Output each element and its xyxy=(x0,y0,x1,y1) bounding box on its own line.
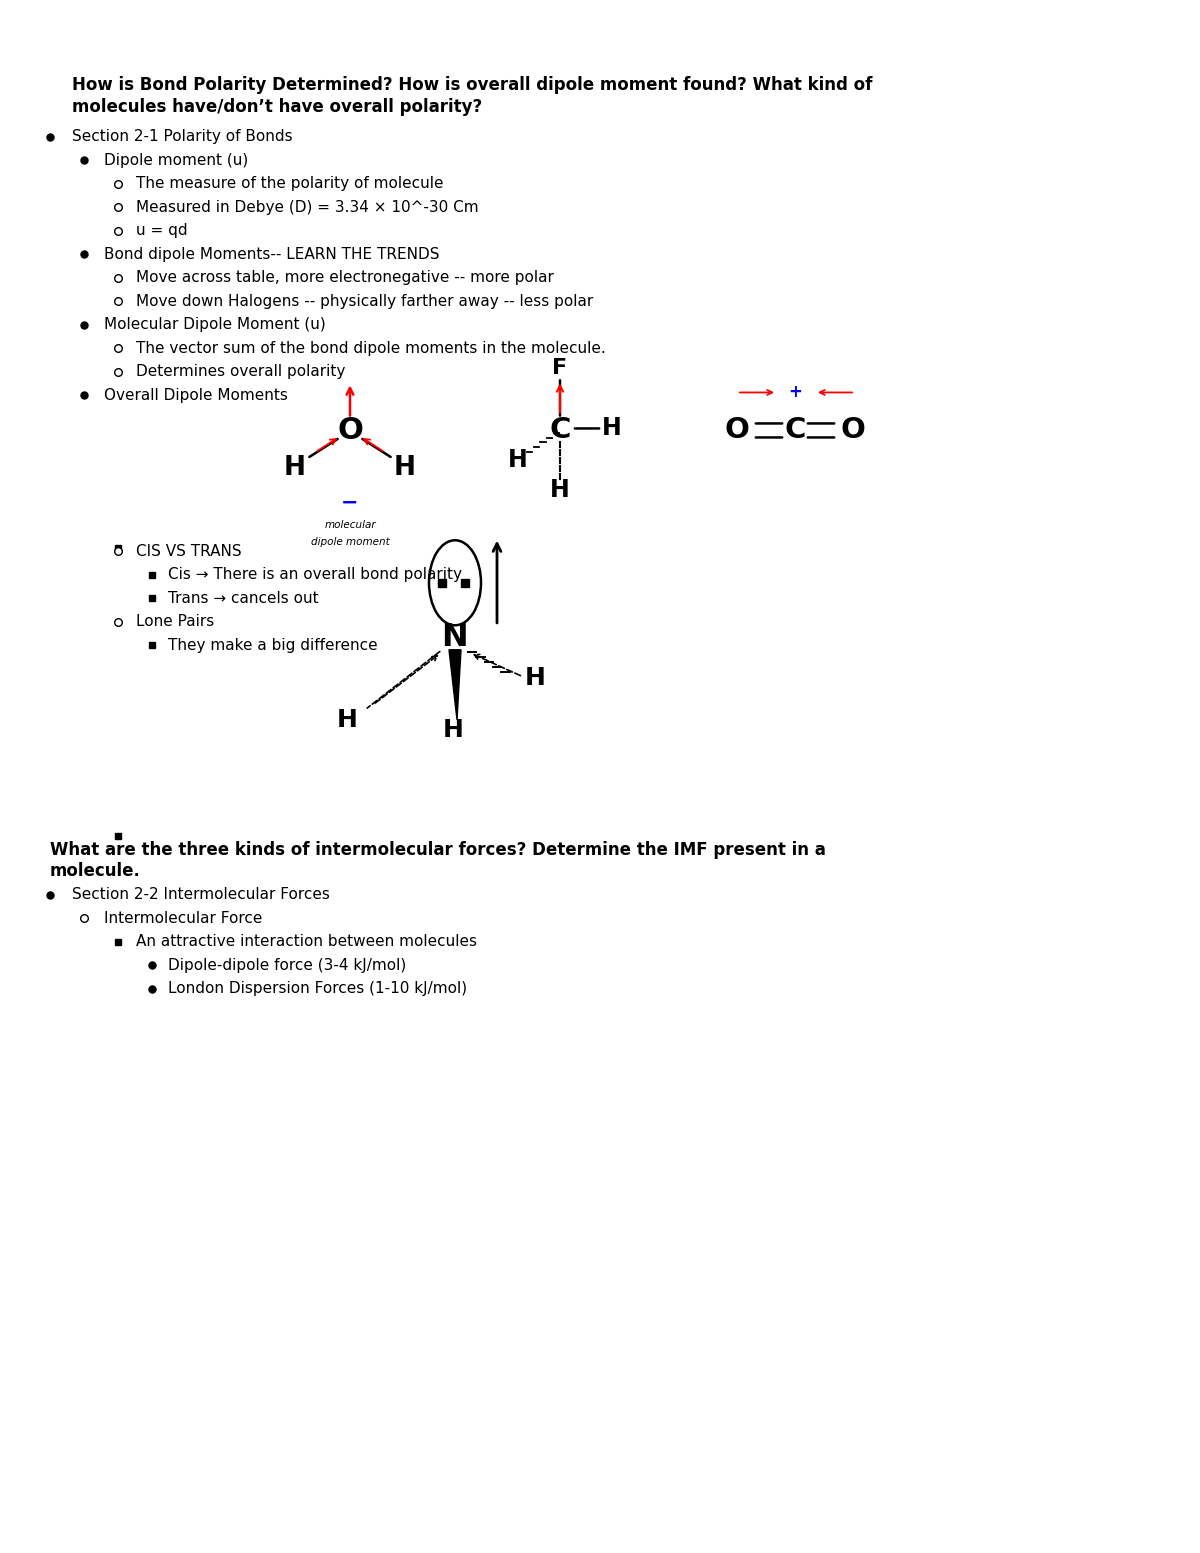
Text: They make a big difference: They make a big difference xyxy=(168,638,378,652)
Text: An attractive interaction between molecules: An attractive interaction between molecu… xyxy=(136,933,478,949)
Text: Lone Pairs: Lone Pairs xyxy=(136,615,215,629)
Text: Move across table, more electronegative -- more polar: Move across table, more electronegative … xyxy=(136,270,554,286)
Text: What are the three kinds of intermolecular forces? Determine the IMF present in : What are the three kinds of intermolecul… xyxy=(50,840,826,859)
Text: N: N xyxy=(442,623,468,654)
Text: Determines overall polarity: Determines overall polarity xyxy=(136,365,346,379)
Text: CIS VS TRANS: CIS VS TRANS xyxy=(136,544,241,559)
Text: Dipole-dipole force (3-4 kJ/mol): Dipole-dipole force (3-4 kJ/mol) xyxy=(168,958,407,972)
Text: Overall Dipole Moments: Overall Dipole Moments xyxy=(104,388,288,402)
Text: O: O xyxy=(725,416,750,444)
Text: Bond dipole Moments-- LEARN THE TRENDS: Bond dipole Moments-- LEARN THE TRENDS xyxy=(104,247,439,262)
Text: +: + xyxy=(788,384,802,401)
Text: Intermolecular Force: Intermolecular Force xyxy=(104,910,263,926)
Text: Section 2-2 Intermolecular Forces: Section 2-2 Intermolecular Forces xyxy=(72,887,330,902)
Text: London Dispersion Forces (1-10 kJ/mol): London Dispersion Forces (1-10 kJ/mol) xyxy=(168,981,467,995)
Text: The vector sum of the bond dipole moments in the molecule.: The vector sum of the bond dipole moment… xyxy=(136,340,606,356)
Text: H: H xyxy=(524,666,546,690)
Text: −: − xyxy=(341,492,359,512)
Text: O: O xyxy=(337,416,362,446)
Text: u = qd: u = qd xyxy=(136,224,187,238)
Text: H: H xyxy=(284,455,306,481)
Text: Measured in Debye (D) = 3.34 × 10^-30 Cm: Measured in Debye (D) = 3.34 × 10^-30 Cm xyxy=(136,200,479,214)
Text: Section 2-1 Polarity of Bonds: Section 2-1 Polarity of Bonds xyxy=(72,129,293,144)
Text: Move down Halogens -- physically farther away -- less polar: Move down Halogens -- physically farther… xyxy=(136,294,593,309)
Text: O: O xyxy=(840,416,865,444)
Text: Cis → There is an overall bond polarity: Cis → There is an overall bond polarity xyxy=(168,567,462,582)
Text: Dipole moment (u): Dipole moment (u) xyxy=(104,152,248,168)
Text: How is Bond Polarity Determined? How is overall dipole moment found? What kind o: How is Bond Polarity Determined? How is … xyxy=(72,76,872,95)
Text: H: H xyxy=(602,416,622,441)
Text: C: C xyxy=(785,416,805,444)
Text: F: F xyxy=(552,359,568,379)
Text: H: H xyxy=(336,708,358,731)
Text: Molecular Dipole Moment (u): Molecular Dipole Moment (u) xyxy=(104,317,325,332)
Text: H: H xyxy=(550,478,570,503)
Text: dipole moment: dipole moment xyxy=(311,537,389,548)
Text: H: H xyxy=(443,717,463,742)
Text: The measure of the polarity of molecule: The measure of the polarity of molecule xyxy=(136,175,444,191)
Text: H: H xyxy=(394,455,416,481)
Text: molecules have/don’t have overall polarity?: molecules have/don’t have overall polari… xyxy=(72,98,482,116)
Text: molecular: molecular xyxy=(324,520,376,531)
Text: C: C xyxy=(550,416,571,444)
Text: H: H xyxy=(508,449,528,472)
Text: Trans → cancels out: Trans → cancels out xyxy=(168,592,319,606)
Polygon shape xyxy=(449,649,461,719)
Text: molecule.: molecule. xyxy=(50,862,140,881)
